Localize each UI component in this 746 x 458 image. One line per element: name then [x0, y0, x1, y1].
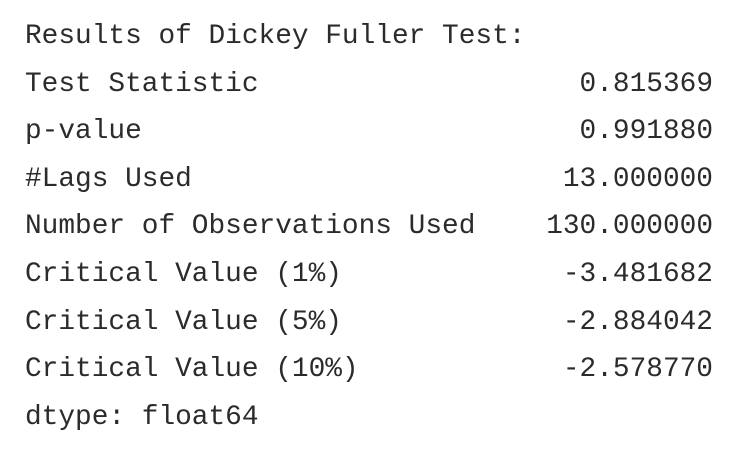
row-label: p-value: [25, 116, 142, 148]
header: Results of Dickey Fuller Test:: [25, 21, 526, 52]
row-label: Critical Value (10%): [25, 354, 359, 386]
row-value: -3.481682: [562, 259, 713, 290]
footer: dtype: float64: [25, 401, 259, 433]
row-label: Critical Value (5%): [25, 306, 342, 338]
row-value: -2.578770: [562, 354, 713, 386]
row-label: Number of Observations Used: [25, 211, 476, 243]
row-value: -2.884042: [562, 306, 713, 338]
result-row: Number of Observations Used 130.000000: [25, 207, 713, 247]
row-label: Test Statistic: [25, 68, 259, 100]
result-row: Critical Value (10%) -2.578770: [25, 350, 713, 390]
row-value: 13.000000: [562, 163, 713, 195]
row-label: #Lags Used: [25, 163, 192, 195]
result-row: Test Statistic 0.815369: [25, 65, 713, 105]
row-value: 0.815369: [579, 68, 713, 100]
result-row: Critical Value (5%) -2.884042: [25, 303, 713, 343]
row-label: Critical Value (1%): [25, 259, 342, 290]
result-row: p-value 0.991880: [25, 112, 713, 152]
result-row: Critical Value (1%) -3.481682: [25, 255, 713, 295]
row-value: 0.991880: [579, 116, 713, 148]
row-value: 130.000000: [546, 211, 713, 243]
result-row: #Lags Used 13.000000: [25, 160, 713, 200]
